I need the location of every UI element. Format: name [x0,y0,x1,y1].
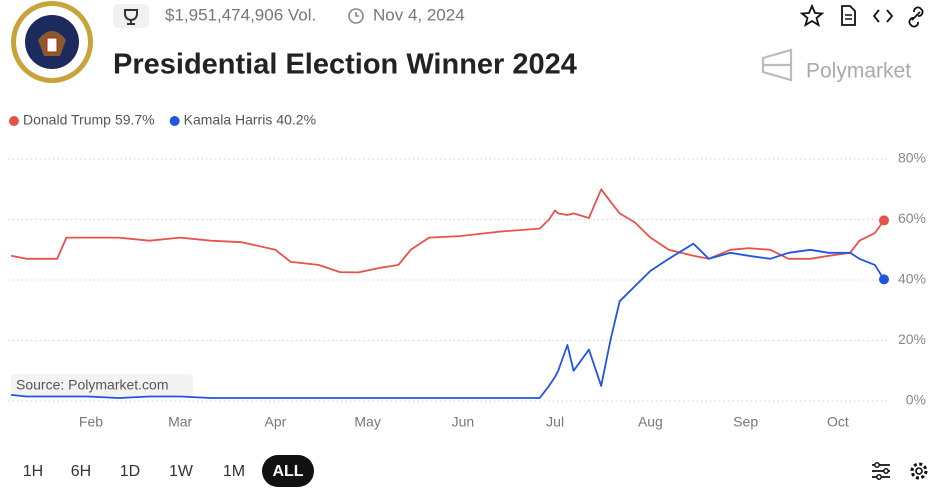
x-tick-label: Feb [79,414,103,430]
range-button[interactable]: 1H [23,463,43,480]
series-line [11,242,885,399]
embed-button[interactable] [872,9,894,23]
source-badge [11,374,193,396]
x-tick-label: Jun [452,414,475,430]
current-dot [879,274,889,285]
legend-value: 40.2% [276,112,316,128]
y-tick-label: 80% [898,150,926,166]
legend-dot [169,116,180,126]
clock-icon [348,8,364,24]
x-tick-label: Aug [638,414,663,430]
range-button-active[interactable] [262,455,314,487]
y-tick-label: 20% [898,331,926,347]
legend-value: 59.7% [115,112,155,128]
volume: $1,951,474,906 Vol. [165,5,316,24]
x-tick-label: Apr [265,414,287,430]
range-button[interactable]: ALL [272,463,303,480]
range-button[interactable]: 6H [71,463,91,480]
seal-icon [11,1,93,83]
range-button[interactable]: 1M [223,463,245,480]
star-button[interactable] [799,3,825,27]
y-tick-label: 0% [906,392,926,408]
brand: Polymarket [806,60,911,83]
x-tick-label: Jul [546,414,564,430]
legend-name: Donald Trump [23,112,111,128]
x-tick-label: May [354,414,380,430]
link-button[interactable] [908,6,924,28]
x-tick-label: Mar [168,414,192,430]
end-date: Nov 4, 2024 [373,5,465,24]
current-dot [879,215,889,226]
plot: 0% 20% 40% 60% 80% Feb Mar Apr May Jun Jul Aug Sep Oc… [8,150,926,430]
legend-name: Kamala Harris [184,112,273,128]
trophy-icon [113,4,149,28]
range-button[interactable]: 1W [169,463,194,480]
legend: Donald Trump 59.7% Kamala Harris 40.2% [9,112,316,128]
doc-button[interactable] [841,5,856,26]
x-tick-label: Oct [827,414,849,430]
source: Source: Polymarket.com [16,377,169,393]
series-line [10,188,885,274]
y-tick-label: 60% [898,210,926,226]
title: Presidential Election Winner 2024 [113,49,577,81]
y-tick-label: 40% [898,271,926,287]
settings-icons [872,462,928,480]
range-controls: 1H 6H 1D 1W 1M ALL [23,455,314,487]
polymarket-logo [761,48,793,82]
range-button[interactable]: 1D [120,463,140,480]
x-tick-label: Sep [733,414,758,430]
legend-dot [9,116,19,126]
